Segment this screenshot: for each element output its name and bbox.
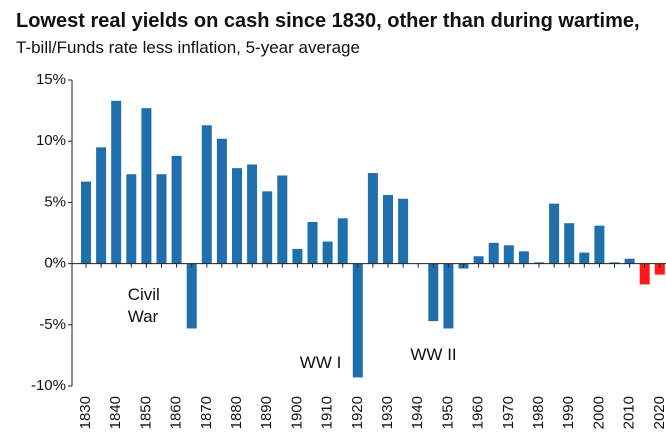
bar bbox=[428, 263, 439, 322]
x-tick-label: 1860 bbox=[168, 396, 185, 429]
bar bbox=[292, 248, 303, 264]
chart-subtitle: T-bill/Funds rate less inflation, 5-year… bbox=[16, 38, 360, 57]
bar bbox=[81, 181, 91, 264]
bar bbox=[549, 203, 560, 264]
bar bbox=[488, 242, 499, 264]
x-tick-label: 1900 bbox=[288, 396, 305, 429]
x-tick-label: 1890 bbox=[258, 396, 275, 429]
y-tick-label: 5% bbox=[44, 193, 66, 210]
x-tick-label: 1960 bbox=[470, 396, 487, 429]
y-tick-label: -10% bbox=[31, 377, 66, 394]
bar bbox=[518, 251, 529, 264]
y-tick-label: 15% bbox=[36, 71, 66, 88]
bar bbox=[654, 263, 665, 275]
annotation: WW I bbox=[299, 353, 342, 372]
bar bbox=[111, 100, 122, 264]
x-tick-label: 2020 bbox=[651, 396, 666, 429]
bar bbox=[262, 191, 273, 264]
bar bbox=[247, 164, 258, 264]
x-tick-label: 2010 bbox=[621, 396, 638, 429]
y-tick-label: -5% bbox=[39, 316, 66, 333]
bar bbox=[367, 173, 378, 264]
bar bbox=[624, 258, 635, 264]
bar bbox=[96, 147, 107, 264]
annotation: WW II bbox=[410, 345, 457, 364]
bar bbox=[322, 241, 333, 264]
x-tick-label: 1830 bbox=[77, 396, 94, 429]
x-tick-label: 1940 bbox=[409, 396, 426, 429]
bar bbox=[277, 175, 288, 264]
header: Lowest real yields on cash since 1830, o… bbox=[16, 8, 656, 61]
x-tick-label: 1840 bbox=[107, 396, 124, 429]
bar bbox=[352, 263, 363, 378]
x-tick-label: 1990 bbox=[560, 396, 577, 429]
bar bbox=[639, 263, 650, 285]
y-tick-label: 0% bbox=[44, 255, 66, 272]
bar bbox=[337, 218, 348, 264]
bar bbox=[534, 262, 544, 264]
bar bbox=[141, 108, 152, 264]
bar bbox=[232, 168, 242, 264]
bar bbox=[216, 138, 227, 264]
bar bbox=[564, 223, 575, 264]
annotation: Civil War bbox=[127, 285, 160, 326]
x-tick-label: 1880 bbox=[228, 396, 245, 429]
x-tick-label: 1850 bbox=[137, 396, 154, 429]
bar bbox=[594, 225, 605, 264]
x-tick-label: 1980 bbox=[530, 396, 547, 429]
x-tick-label: 2000 bbox=[590, 396, 607, 429]
bar bbox=[609, 262, 620, 264]
bar bbox=[579, 252, 590, 264]
bar bbox=[156, 174, 167, 264]
bar bbox=[186, 263, 197, 329]
x-tick-label: 1910 bbox=[319, 396, 336, 429]
bar bbox=[201, 125, 212, 264]
x-tick-label: 1870 bbox=[198, 396, 215, 429]
bar bbox=[126, 174, 137, 264]
bar bbox=[398, 198, 409, 264]
bar bbox=[383, 195, 393, 264]
chart-title: Lowest real yields on cash since 1830, o… bbox=[16, 10, 640, 32]
bar bbox=[473, 256, 484, 264]
x-tick-label: 1950 bbox=[439, 396, 456, 429]
x-tick-label: 1920 bbox=[349, 396, 366, 429]
bar bbox=[307, 221, 318, 264]
y-tick-label: 10% bbox=[36, 132, 66, 149]
bar bbox=[171, 155, 182, 264]
x-tick-label: 1970 bbox=[500, 396, 517, 429]
x-tick-label: 1930 bbox=[379, 396, 396, 429]
bar bbox=[443, 263, 454, 329]
bar bbox=[503, 245, 514, 264]
